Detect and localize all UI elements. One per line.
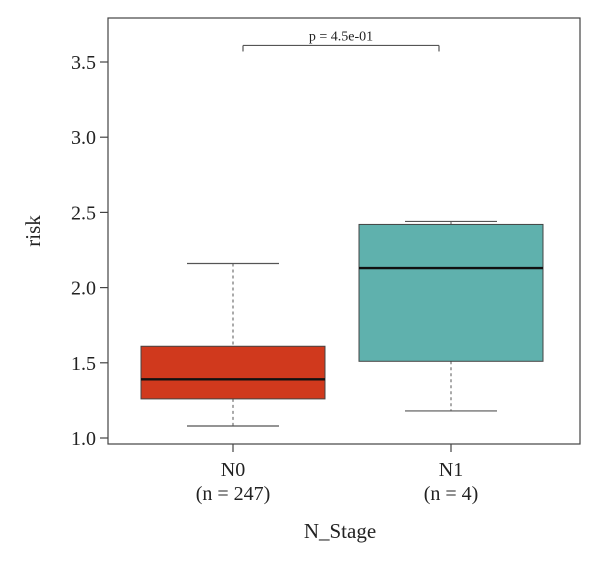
x-axis-title: N_Stage xyxy=(304,519,376,543)
boxes xyxy=(140,220,544,427)
y-tick-label: 2.0 xyxy=(71,278,96,300)
x-tick-count-label: (n = 4) xyxy=(424,483,479,505)
x-tick-label: N1 xyxy=(439,459,463,481)
y-tick-label: 3.5 xyxy=(71,52,96,74)
y-axis: 1.0 1.5 2.0 2.5 3.0 3.5 xyxy=(71,52,108,450)
box-iqr xyxy=(358,223,544,362)
box-iqr xyxy=(140,345,326,400)
plot-frame xyxy=(107,17,581,445)
y-tick-label: 1.0 xyxy=(71,428,96,450)
p-value-label: p = 4.5e-01 xyxy=(309,29,373,44)
y-axis-title: risk xyxy=(21,215,45,247)
box-n0 xyxy=(140,262,326,427)
x-tick-count-label: (n = 247) xyxy=(196,483,271,505)
y-tick-label: 3.0 xyxy=(71,127,96,149)
box-n1 xyxy=(358,220,544,412)
significance-bracket: p = 4.5e-01 xyxy=(242,29,440,52)
x-tick-label: N0 xyxy=(221,459,245,481)
x-axis: N0(n = 247) N1(n = 4) xyxy=(196,444,479,505)
y-tick-label: 1.5 xyxy=(71,353,96,375)
y-tick-label: 2.5 xyxy=(71,202,96,224)
